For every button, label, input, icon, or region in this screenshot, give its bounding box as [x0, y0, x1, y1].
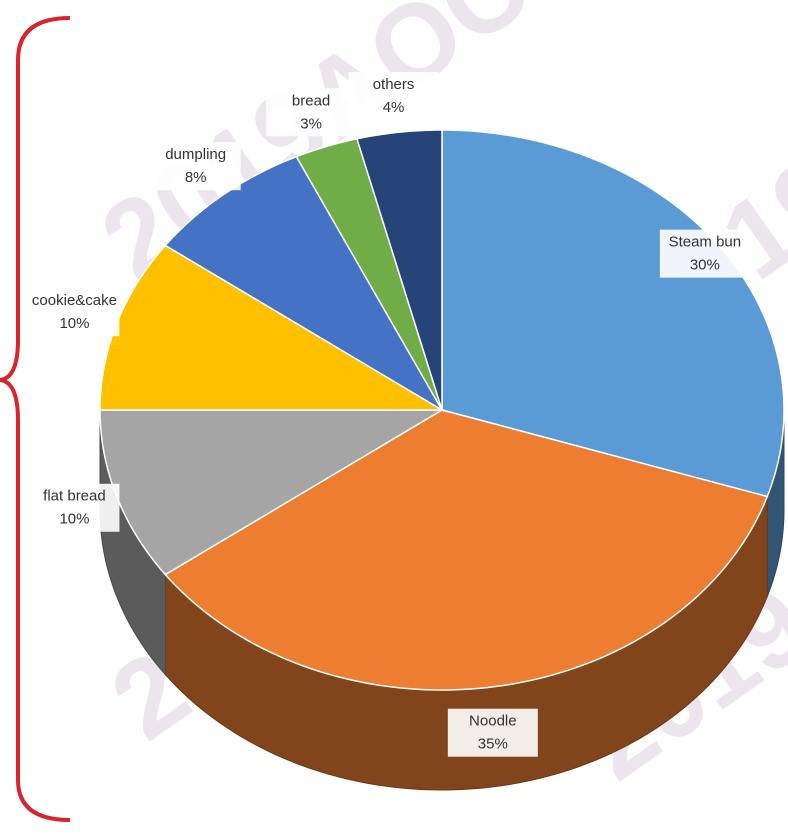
category-label: cookie&cake [32, 292, 117, 309]
label-box [29, 288, 120, 337]
label-box [447, 708, 538, 757]
category-label: Noodle [469, 713, 517, 730]
label-box [150, 142, 241, 191]
category-label: others [373, 76, 415, 93]
labels: Steam bun 30% Noodle 35% flat bread 10% cookie… [29, 72, 750, 757]
category-label: flat bread [43, 488, 106, 505]
value-label: 4% [383, 99, 405, 116]
value-label: 10% [59, 315, 89, 332]
slice [295, 137, 443, 411]
bracket [0, 16, 71, 822]
slice [164, 155, 445, 413]
category-label: dumpling [165, 146, 226, 163]
value-label: 3% [300, 115, 322, 132]
value-label: 8% [185, 169, 207, 186]
value-label: 30% [690, 257, 720, 274]
slice [355, 129, 443, 411]
slice [164, 409, 769, 691]
label-box [266, 88, 357, 137]
category-label: bread [292, 92, 330, 109]
label-box [29, 483, 120, 532]
label-box [659, 229, 750, 278]
pie [99, 129, 785, 791]
value-label: 35% [478, 736, 508, 753]
value-label: 10% [59, 511, 89, 528]
label-box [348, 72, 439, 121]
category-label: Steam bun [669, 234, 742, 251]
